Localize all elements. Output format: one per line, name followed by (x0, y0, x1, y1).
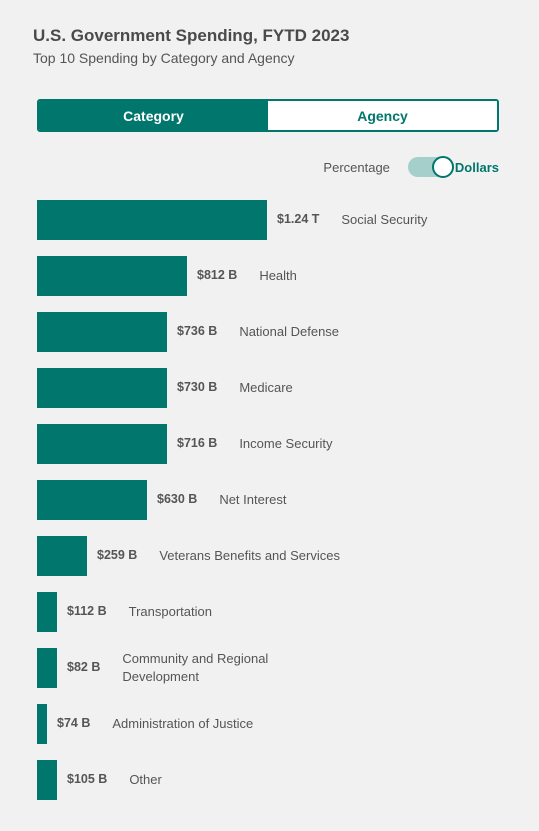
category-label-line: Health (259, 268, 297, 283)
category-label-3: Medicare (239, 379, 292, 397)
bar-9[interactable] (37, 704, 47, 744)
bar-2[interactable] (37, 312, 167, 352)
category-label-line: Community and Regional (122, 651, 269, 666)
bar-4[interactable] (37, 424, 167, 464)
category-label-line: Development (122, 669, 199, 684)
value-label-2: $736 B (177, 324, 218, 338)
category-label-line: Transportation (128, 604, 212, 619)
chart-title: U.S. Government Spending, FYTD 2023 (33, 26, 350, 45)
category-label-line: National Defense (239, 324, 340, 339)
category-label-4: Income Security (239, 435, 332, 453)
chart-subtitle: Top 10 Spending by Category and Agency (33, 50, 295, 66)
value-label-6: $259 B (97, 548, 138, 562)
bar-6[interactable] (37, 536, 87, 576)
tab-agency[interactable]: Agency (268, 101, 497, 130)
category-label-line: Administration of Justice (112, 716, 254, 731)
category-label-10: Other (129, 771, 162, 789)
value-label-0: $1.24 T (277, 212, 320, 226)
category-label-5: Net Interest (219, 491, 286, 509)
bar-8[interactable] (37, 648, 57, 688)
value-label-9: $74 B (57, 716, 91, 730)
toggle-knob[interactable] (431, 156, 454, 178)
bar-3[interactable] (37, 368, 167, 408)
bar-5[interactable] (37, 480, 147, 520)
value-label-1: $812 B (197, 268, 238, 282)
category-label-1: Health (259, 267, 297, 285)
category-label-line: Other (129, 772, 162, 787)
units-toggle-row: Percentage Dollars (323, 156, 499, 178)
value-label-8: $82 B (67, 660, 101, 674)
value-label-3: $730 B (177, 380, 218, 394)
bar-10[interactable] (37, 760, 57, 800)
bar-0[interactable] (37, 200, 267, 240)
category-label-6: Veterans Benefits and Services (159, 547, 340, 565)
category-label-8: Community and Regional Development (122, 650, 268, 686)
category-label-line: Net Interest (219, 492, 287, 507)
category-label-7: Transportation (129, 603, 212, 621)
bar-1[interactable] (37, 256, 187, 296)
value-label-10: $105 B (67, 772, 108, 786)
category-label-line: Veterans Benefits and Services (159, 548, 340, 563)
units-toggle-switch[interactable] (407, 156, 454, 178)
value-label-4: $716 B (177, 436, 218, 450)
bar-7[interactable] (37, 592, 57, 632)
category-label-line: Medicare (239, 380, 293, 395)
category-label-line: Social Security (341, 212, 428, 227)
value-label-7: $112 B (67, 604, 107, 618)
value-label-5: $630 B (157, 492, 198, 506)
category-label-9: Administration of Justice (112, 715, 253, 733)
category-label-line: Income Security (239, 436, 333, 451)
category-label-2: National Defense (239, 323, 339, 341)
view-tabs: Category Agency (37, 99, 499, 132)
tab-category[interactable]: Category (39, 101, 268, 130)
toggle-label-dollars[interactable]: Dollars (454, 159, 499, 175)
toggle-label-percentage[interactable]: Percentage (323, 159, 390, 175)
category-label-0: Social Security (341, 211, 427, 229)
